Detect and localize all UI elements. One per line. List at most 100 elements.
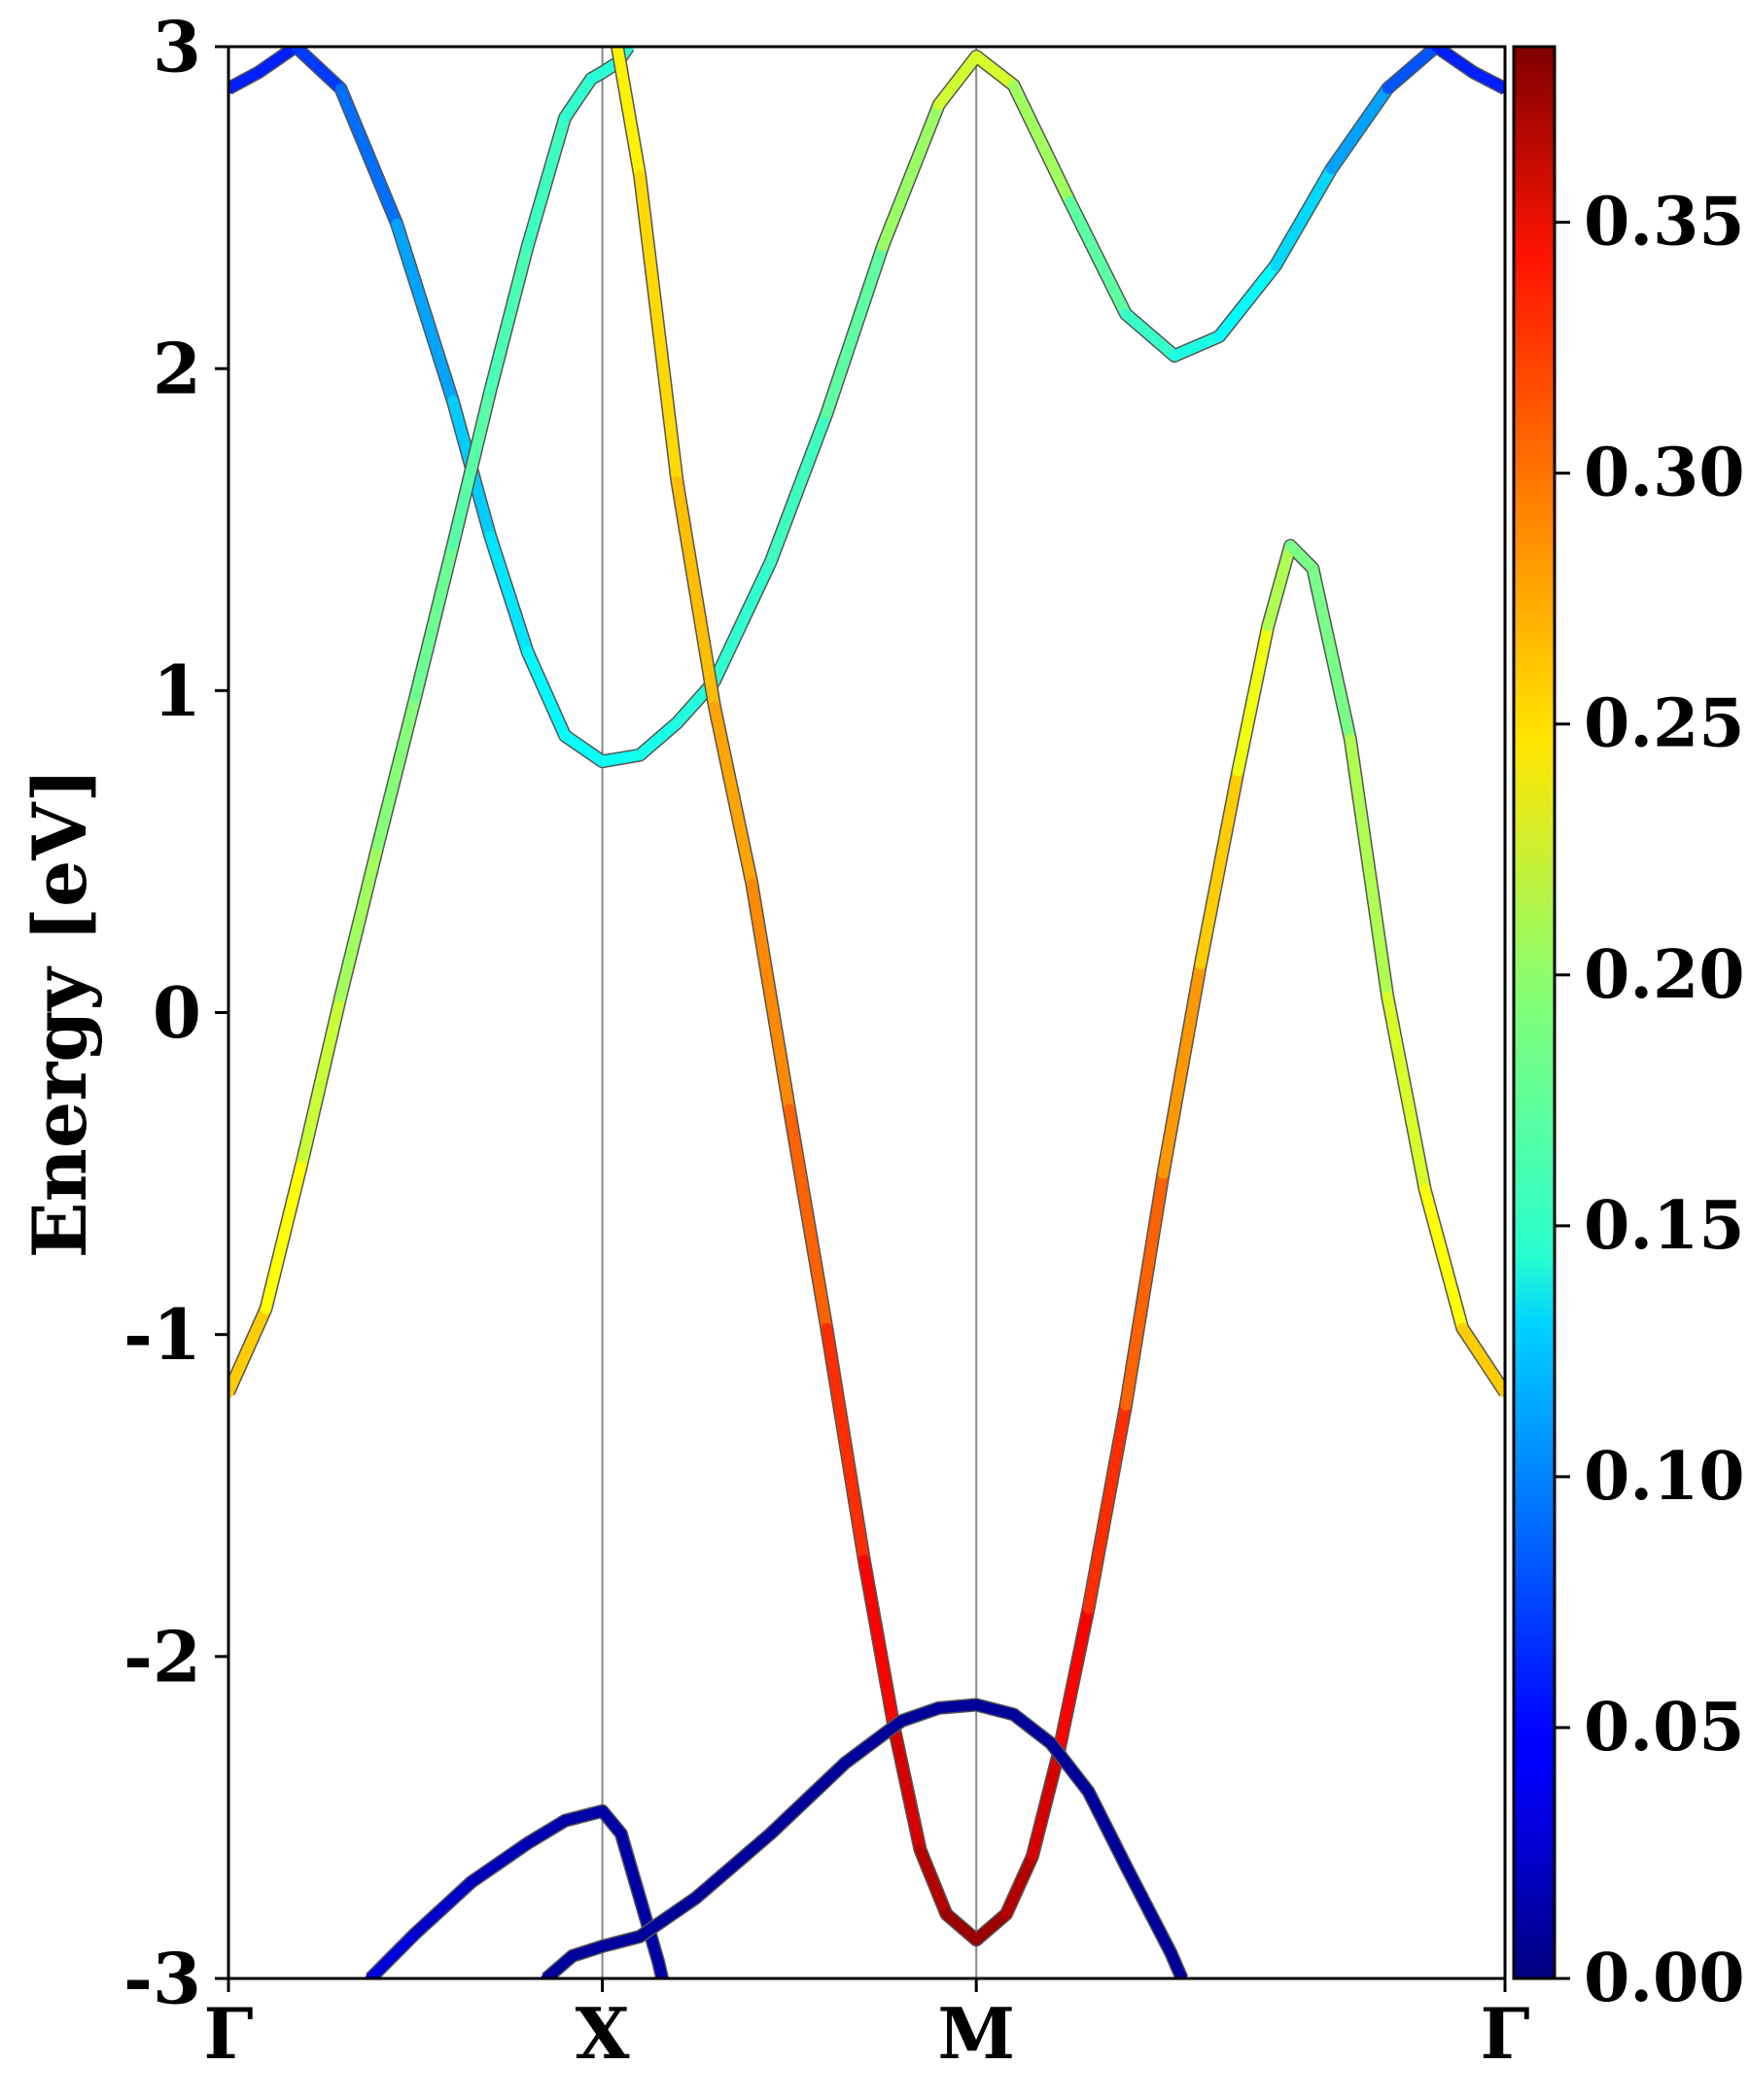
band-segment: [877, 99, 945, 252]
band-segment: [1000, 1850, 1038, 1920]
y-axis-label: Energy [eV]: [17, 768, 103, 1259]
band-segment: [970, 1908, 1012, 1945]
y-tick-label: 0: [153, 971, 201, 1054]
band-segment: [1120, 308, 1180, 362]
band: [228, 47, 1505, 769]
band-segment: [298, 991, 346, 1163]
band-segment: [970, 1699, 1020, 1720]
band-segment: [409, 1876, 477, 1940]
band-segment: [559, 730, 609, 767]
y-tick-label: 1: [153, 649, 201, 732]
band-segment: [933, 51, 982, 111]
band-segment: [409, 540, 459, 703]
y-tick-label: -3: [123, 1938, 201, 2020]
band-segment: [1165, 1947, 1188, 1978]
band-segment: [615, 1828, 646, 1904]
band: [541, 1698, 1189, 1978]
band-segment: [597, 750, 646, 767]
band-segment: [1468, 67, 1505, 94]
colorbar-tick-label: 0.00: [1584, 1940, 1745, 2017]
band-segment: [1169, 331, 1225, 362]
y-tick-label: 2: [153, 328, 201, 410]
high-symmetry-lines: [601, 47, 978, 1978]
band-segment: [784, 1103, 832, 1334]
colorbar: 0.00 0.05 0.10 0.15 0.20 0.25 0.30 0.35: [1512, 45, 1745, 2017]
band-segment: [765, 1757, 852, 1839]
band-segment: [1053, 1602, 1095, 1759]
colorbar-ticks: 0.00 0.05 0.10 0.15 0.20 0.25 0.30 0.35: [1555, 184, 1745, 2017]
band-segment: [597, 1931, 646, 1952]
x-tick-label: Γ: [203, 1992, 253, 2075]
band-segment: [1232, 620, 1274, 777]
colorbar-tick-label: 0.10: [1584, 1438, 1745, 1516]
band-segment: [765, 408, 832, 568]
band-segment: [612, 47, 646, 181]
band-segment: [821, 240, 889, 419]
band: [611, 47, 1505, 1947]
band-segment: [391, 218, 459, 406]
band-segment: [1064, 195, 1132, 320]
colorbar-tick-label: 0.05: [1584, 1689, 1745, 1767]
band-segment: [228, 67, 264, 94]
band-segment: [559, 1805, 609, 1827]
band-segment: [1262, 540, 1296, 632]
band-segment: [1382, 47, 1442, 94]
band-segment: [290, 47, 346, 94]
band-segment: [634, 170, 682, 487]
y-ticks: -3 -2 -1 0 1 2 3: [123, 6, 228, 2020]
band-segment: [672, 475, 720, 713]
x-tick-label: X: [576, 1992, 630, 2075]
band-segment: [1045, 1737, 1095, 1798]
band: [228, 47, 635, 1398]
band-segment: [466, 1838, 534, 1888]
band-segment: [1158, 959, 1207, 1179]
band-segment: [1270, 163, 1337, 271]
band-segment: [840, 1715, 907, 1768]
plot-frame: [227, 45, 1507, 1980]
band-segment: [709, 701, 757, 890]
y-tick-label: -1: [123, 1293, 201, 1376]
band-segment: [1456, 1322, 1505, 1398]
band-segment: [634, 1892, 702, 1942]
band-segment: [709, 556, 777, 686]
band-segment: [1326, 83, 1393, 175]
band-segment: [821, 1322, 870, 1565]
band-segment: [652, 1956, 668, 1978]
band-segment: [228, 1303, 271, 1398]
band-segment: [1419, 1184, 1468, 1334]
band-segment: [1120, 1168, 1169, 1411]
colorbar-tick-label: 0.35: [1584, 184, 1745, 262]
band-segment: [690, 1828, 777, 1904]
band-segment: [1195, 765, 1243, 970]
band-segment: [447, 385, 496, 551]
band-segment: [1008, 1708, 1057, 1749]
band-segment: [559, 73, 597, 123]
band-outline: [228, 47, 635, 1396]
band-segment: [253, 47, 301, 78]
x-tick-label: M: [937, 1992, 1015, 2075]
y-tick-label: 3: [153, 6, 201, 88]
band-segment: [940, 1908, 982, 1945]
band-segment: [372, 691, 421, 851]
band-segment: [1027, 1747, 1065, 1862]
band-segment: [1213, 260, 1281, 342]
band-segment: [1008, 80, 1075, 207]
band-segment: [334, 839, 384, 1002]
band-segment: [1120, 1860, 1176, 1958]
band-segment: [1345, 733, 1393, 1002]
band-outline: [611, 47, 1505, 1947]
bands-layer: [228, 47, 1505, 1978]
y-tick-label: -2: [123, 1615, 201, 1698]
band-segment: [889, 1722, 926, 1855]
colorbar-tick-label: 0.30: [1584, 435, 1745, 512]
band-segment: [858, 1555, 900, 1733]
colorbar-tick-label: 0.15: [1584, 1187, 1745, 1265]
plot-area: -3 -2 -1 0 1 2 3 Γ X M Γ: [123, 6, 1530, 2076]
band-segment: [895, 1702, 945, 1727]
band-segment: [1430, 47, 1480, 78]
colorbar-gradient: [1512, 45, 1557, 1980]
band: [365, 1803, 669, 1978]
band-segment: [522, 1815, 571, 1849]
band-segment: [1083, 1400, 1132, 1614]
